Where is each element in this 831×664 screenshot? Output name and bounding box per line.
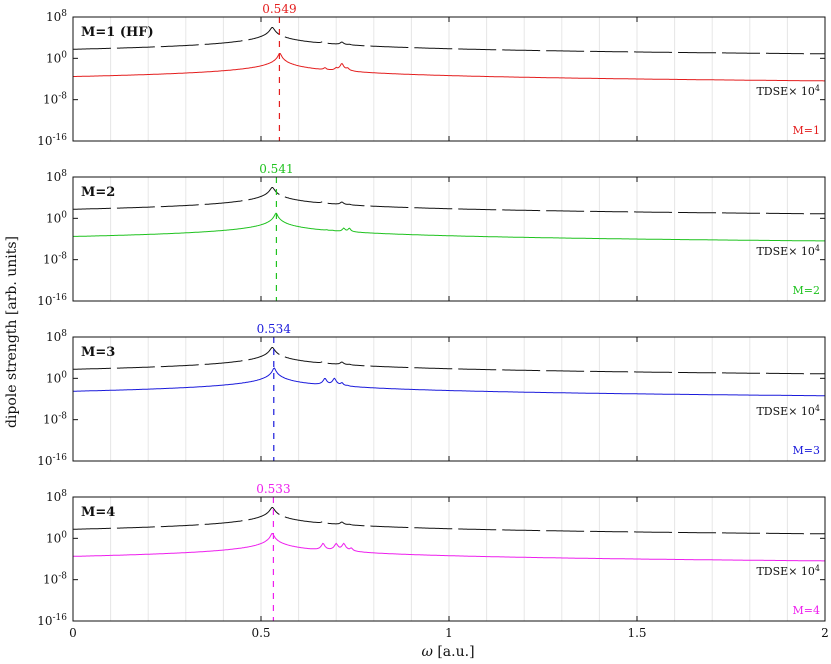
legend-model: M=1: [793, 124, 820, 137]
panel-3: 0.534 M=3 TDSE× 104 M=3 108 100 10-8 10-16: [37, 322, 826, 468]
y-tick-label: 108: [46, 169, 67, 184]
tdse-series-line: [72, 507, 825, 535]
panel-label: M=2: [81, 185, 115, 200]
y-tick-label: 100: [46, 530, 67, 545]
y-tick-label: 100: [46, 370, 67, 385]
x-tick-label: 1.5: [627, 626, 646, 640]
legend-tdse: TDSE× 104: [756, 564, 820, 579]
legend-tdse: TDSE× 104: [756, 84, 820, 99]
peak-marker-label: 0.541: [259, 162, 293, 176]
legend-model: M=3: [793, 444, 820, 457]
x-tick-label: 1: [445, 626, 453, 640]
panel-label: M=3: [81, 345, 115, 360]
y-tick-label: 108: [46, 9, 67, 24]
y-tick-label: 10-16: [37, 453, 67, 468]
y-tick-label: 100: [46, 50, 67, 65]
tdse-series-line: [72, 27, 825, 55]
y-tick-label: 10-16: [37, 293, 67, 308]
series-line-m2: [72, 212, 825, 242]
series-line-m3: [73, 367, 825, 397]
y-tick-label: 100: [46, 210, 67, 225]
panels-group: 0.549 M=1 (HF) TDSE× 104 M=1 108 100 10-8 10-16…: [37, 2, 829, 640]
panel-label: M=4: [81, 505, 115, 520]
peak-marker-label: 0.533: [256, 482, 290, 496]
x-axis-label: ω [a.u.]: [421, 644, 474, 660]
y-tick-label: 108: [46, 329, 67, 344]
x-tick-label: 0.5: [251, 626, 270, 640]
y-tick-label: 10-16: [37, 613, 67, 628]
panel-label: M=1 (HF): [81, 25, 154, 40]
x-tick-label: 0: [69, 626, 77, 640]
series-line-m4: [73, 533, 825, 562]
legend-model: M=4: [793, 604, 820, 617]
tdse-series-line: [72, 187, 825, 215]
y-tick-label: 10-8: [43, 412, 67, 427]
tdse-series-line: [72, 347, 825, 375]
legend-model: M=2: [793, 284, 820, 297]
y-tick-label: 10-8: [43, 252, 67, 267]
peak-marker-label: 0.534: [257, 322, 292, 336]
y-axis-label: dipole strength [arb. units]: [4, 236, 20, 428]
legend-tdse: TDSE× 104: [756, 244, 820, 259]
y-tick-label: 10-8: [43, 572, 67, 587]
y-tick-label: 108: [46, 489, 67, 504]
panel-1: 0.549 M=1 (HF) TDSE× 104 M=1 108 100 10-8 10-16: [37, 2, 826, 148]
y-tick-label: 10-16: [37, 133, 67, 148]
series-line-m1: [73, 53, 825, 82]
panel-2: 0.541 M=2 TDSE× 104 M=2 108 100 10-8 10-16: [37, 162, 826, 308]
legend-tdse: TDSE× 104: [756, 404, 820, 419]
panel-4: 0.533 M=4 TDSE× 104 M=4 108 100 10-8 10-160 0.5 1…: [37, 482, 829, 640]
x-tick-label: 2: [821, 626, 829, 640]
y-tick-label: 10-8: [43, 92, 67, 107]
peak-marker-label: 0.549: [262, 2, 296, 16]
